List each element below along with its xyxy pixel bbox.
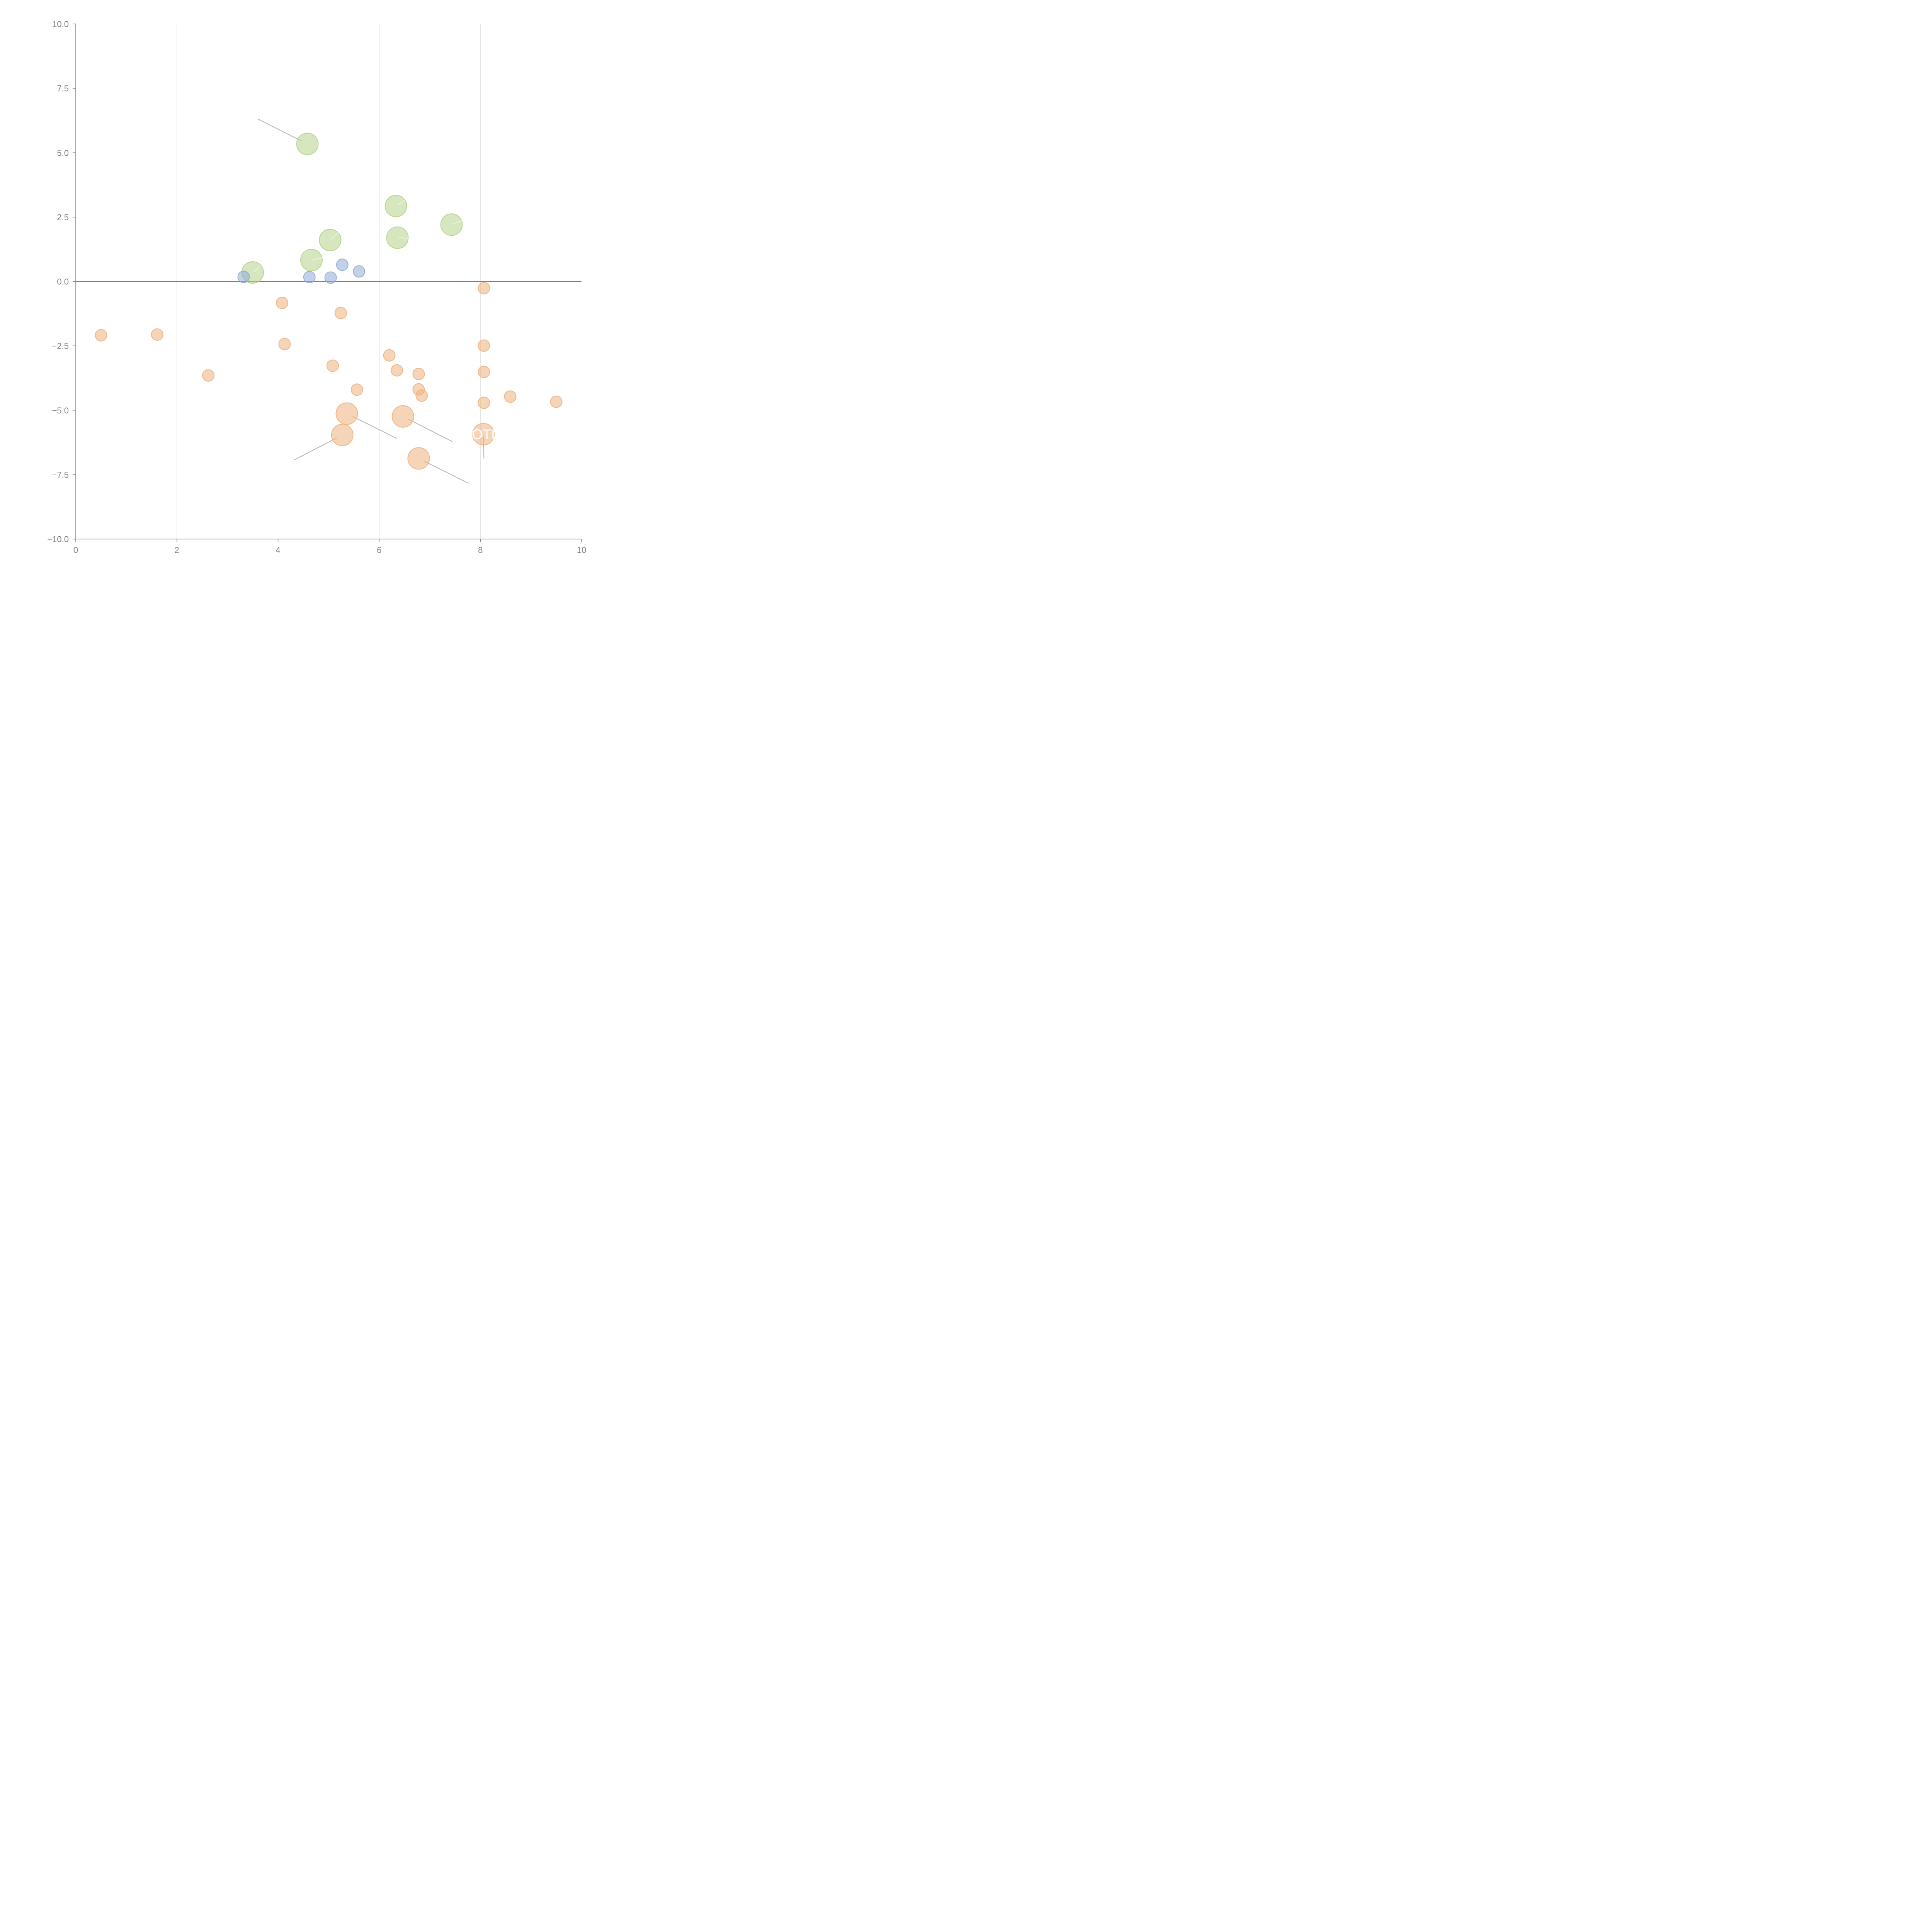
orange-point [334, 306, 347, 319]
orange-point [391, 364, 403, 377]
orange-point [478, 282, 490, 294]
orange-highlighted-point [335, 402, 358, 425]
orange-highlighted-point [407, 447, 430, 470]
blue-point [324, 271, 337, 284]
y-tick-label: 5.0 [57, 148, 69, 158]
orange-point [326, 359, 339, 372]
x-tick-label: 0 [73, 545, 78, 555]
orange-point [202, 369, 214, 382]
x-tick-label: 4 [276, 545, 280, 555]
leader-line [424, 461, 469, 484]
point-label: OTI [472, 427, 495, 442]
orange-point [412, 367, 425, 380]
y-tick-label: −5.0 [52, 406, 69, 415]
leader-line [312, 257, 323, 260]
leader-line [396, 199, 406, 206]
orange-highlighted-point [331, 423, 354, 446]
leader-lines [258, 119, 485, 484]
y-tick-label: 10.0 [52, 19, 69, 29]
leader-line [294, 437, 337, 461]
y-tick-label: 0.0 [57, 277, 69, 287]
green-point [386, 226, 409, 249]
point-labels: OTI [253, 199, 495, 442]
leader-line [452, 220, 463, 224]
orange-point [550, 395, 563, 408]
leader-line [258, 119, 302, 141]
orange-point [350, 383, 363, 396]
y-tick-label: −7.5 [52, 470, 69, 480]
leader-line [352, 416, 397, 439]
orange-point [278, 338, 291, 350]
x-tick-label: 6 [377, 545, 381, 555]
x-tick-label: 10 [577, 545, 586, 555]
x-tick-label: 8 [478, 545, 483, 555]
blue-point [303, 271, 316, 284]
leader-line [253, 265, 262, 272]
orange-highlighted-point [391, 405, 414, 428]
green-point [384, 195, 407, 218]
orange-point [276, 296, 289, 309]
blue-point [237, 270, 250, 283]
leader-line [408, 419, 452, 442]
blue-point [336, 259, 349, 271]
bubble-scatter-chart: 0 2 4 6 8 10 10.0 7.5 5.0 2.5 0.0 −2.5 −5.0 −7.5 −10.0… [47, 19, 586, 555]
orange-point [478, 339, 490, 352]
orange-point [383, 349, 396, 362]
orange-point [504, 390, 517, 403]
y-tick-label: −2.5 [52, 341, 69, 351]
orange-point [415, 389, 428, 402]
green-point [296, 133, 319, 155]
y-tick-label: 2.5 [57, 213, 69, 222]
axes: 0 2 4 6 8 10 10.0 7.5 5.0 2.5 0.0 −2.5 −5.0 −7.5 −10.0 [47, 19, 586, 555]
orange-point [478, 396, 490, 409]
leader-line [331, 231, 340, 240]
y-tick-label: −10.0 [47, 534, 69, 544]
green-point [300, 249, 323, 272]
x-tick-label: 2 [175, 545, 179, 555]
orange-point [478, 366, 490, 378]
blue-point [353, 265, 366, 278]
y-tick-label: 7.5 [57, 84, 69, 94]
orange-point [95, 329, 107, 342]
orange-highlighted-point [472, 423, 495, 446]
orange-point [151, 328, 163, 341]
green-point [440, 213, 463, 236]
data-points [95, 133, 563, 470]
